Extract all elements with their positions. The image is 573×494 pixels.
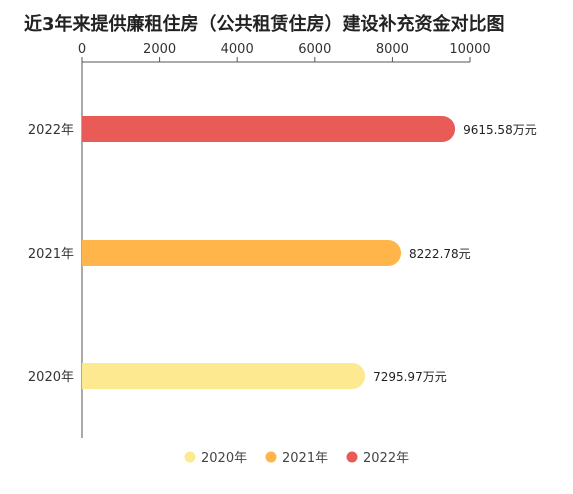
x-tick-label: 4000 <box>221 42 254 57</box>
bars <box>82 116 456 389</box>
x-axis-ticks: 0 2000 4000 6000 8000 10000 <box>78 42 491 438</box>
category-label: 2022年 <box>28 123 74 138</box>
data-label: 7295.97万元 <box>373 370 447 384</box>
category-label: 2021年 <box>28 247 74 262</box>
chart-title: 近3年来提供廉租住房（公共租赁住房）建设补充资金对比图 <box>24 13 505 35</box>
x-tick-label: 6000 <box>298 42 331 57</box>
legend-swatch <box>346 451 358 463</box>
legend: 2020年 2021年 2022年 <box>184 451 409 466</box>
legend-label: 2020年 <box>201 451 247 466</box>
bar-0 <box>82 363 366 389</box>
category-labels: 2020年 2021年 2022年 <box>28 123 74 385</box>
legend-swatch <box>184 451 196 463</box>
bar-0-base <box>82 363 95 389</box>
bar-2 <box>82 116 456 142</box>
x-tick-label: 10000 <box>449 42 490 57</box>
x-tick-label: 0 <box>78 42 86 57</box>
bar-2-base <box>82 116 95 142</box>
bar-1-base <box>82 240 95 266</box>
data-label: 8222.78元 <box>409 247 471 261</box>
x-tick-label: 2000 <box>143 42 176 57</box>
legend-label: 2022年 <box>363 451 409 466</box>
category-label: 2020年 <box>28 370 74 385</box>
legend-label: 2021年 <box>282 451 328 466</box>
data-label: 9615.58万元 <box>463 123 537 137</box>
data-labels: 7295.97万元 8222.78元 9615.58万元 <box>373 123 537 384</box>
x-tick-label: 8000 <box>376 42 409 57</box>
legend-swatch <box>265 451 277 463</box>
bar-1 <box>82 240 402 266</box>
